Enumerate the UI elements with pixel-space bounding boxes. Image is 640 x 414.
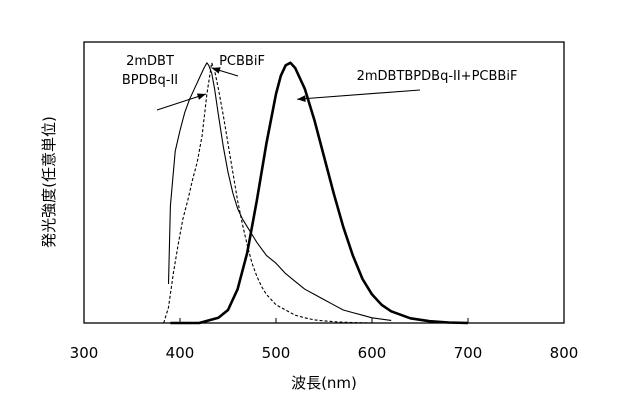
x-tick-label: 400 [166, 344, 195, 362]
x-tick-label: 300 [70, 344, 99, 362]
annotation-arrowhead [212, 67, 221, 73]
series-line-2 [164, 63, 372, 323]
x-tick-label: 600 [358, 344, 387, 362]
annotation-label: 2mDBTBPDBq-II+PCBBiF [357, 69, 518, 84]
series-line-3 [170, 63, 468, 323]
x-tick-label: 500 [262, 344, 291, 362]
annotation-label: BPDBq-II [122, 73, 178, 88]
series-line-1 [169, 63, 392, 321]
x-axis-ticks: 300 400 500 600 700 800 [70, 318, 579, 362]
annotation-label: 2mDBT [126, 54, 174, 69]
x-axis-title: 波長(nm) [291, 374, 357, 392]
annotation-label: PCBBiF [219, 54, 265, 69]
x-tick-label: 700 [454, 344, 483, 362]
annotation-arrow-line [297, 90, 420, 99]
series-layer [164, 63, 468, 323]
annotations: 2mDBT BPDBq-II PCBBiF 2mDBTBPDBq-II+PCBBiF [122, 54, 518, 110]
annotation-arrowhead [197, 93, 206, 99]
annotation-arrowhead [297, 95, 306, 102]
y-axis-title: 発光強度(任意単位) [40, 116, 58, 248]
x-tick-label: 800 [550, 344, 579, 362]
